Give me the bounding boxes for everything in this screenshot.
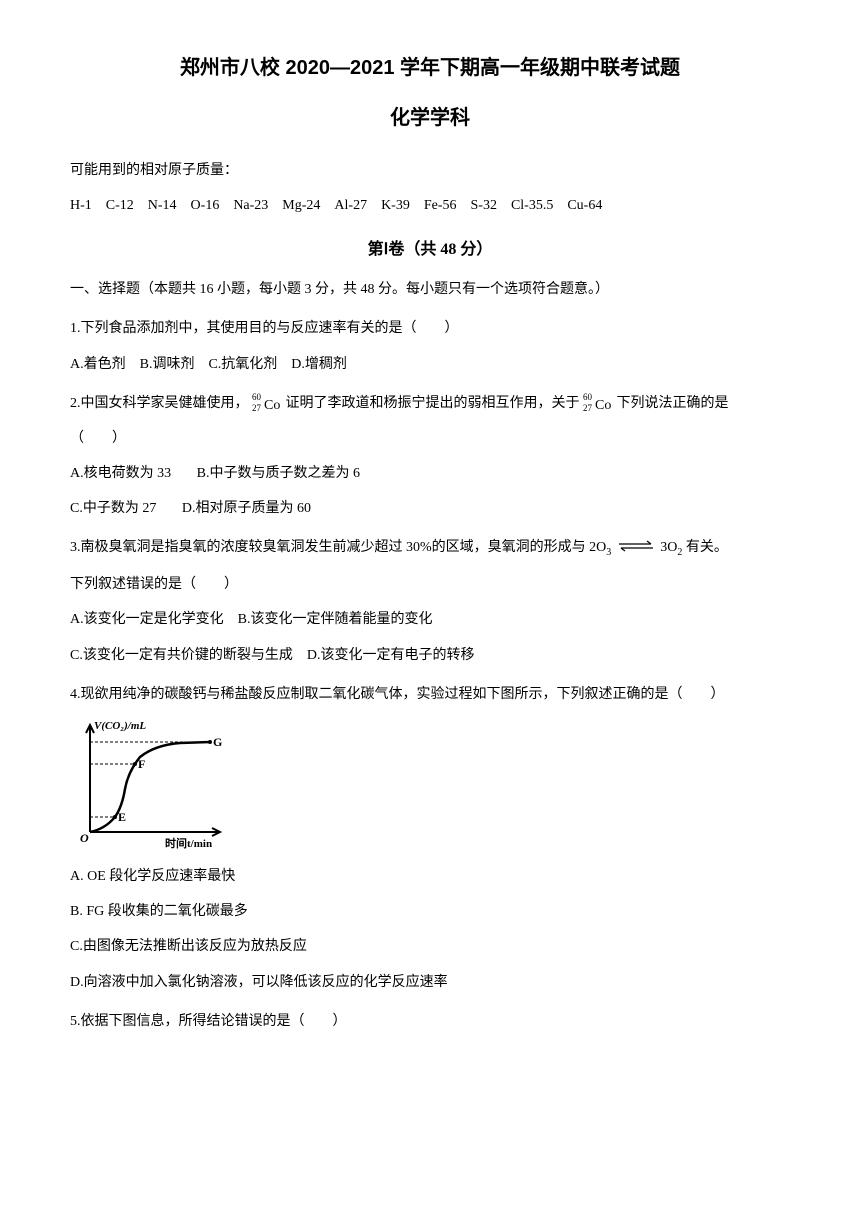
q3-stem-post: 有关。 [686,540,728,555]
q4-opt-d: D.向溶液中加入氯化钠溶液，可以降低该反应的化学反应速率 [70,970,790,995]
isotope-co60-2: 60 27 Co [583,395,613,413]
section-instructions: 一、选择题（本题共 16 小题，每小题 3 分，共 48 分。每小题只有一个选项… [70,277,790,302]
q2-options-row2: C.中子数为 27 D.相对原子质量为 60 [70,496,790,521]
isotope-element: Co [595,393,611,418]
q2-stem: 2.中国女科学家吴健雄使用， 60 27 Co 证明了李政道和杨振宁提出的弱相互… [70,391,790,416]
q4-opt-c: C.由图像无法推断出该反应为放热反应 [70,934,790,959]
q2-stem-mid: 证明了李政道和杨振宁提出的弱相互作用，关于 [286,396,580,411]
equilibrium-icon [617,536,655,561]
q2-opt-c: C.中子数为 27 [70,501,156,516]
q2-paren: （ ） [70,426,790,451]
isotope-element: Co [264,393,280,418]
svg-text:O: O [80,831,89,845]
q5-stem: 5.依据下图信息，所得结论错误的是（ ） [70,1009,790,1034]
q3-line2: 下列叙述错误的是（ ） [70,572,790,597]
svg-text:V(CO₂)/mL: V(CO₂)/mL [94,720,146,732]
page-title-sub: 化学学科 [70,100,790,136]
q2-opt-d: D.相对原子质量为 60 [182,501,311,516]
question-4: 4.现欲用纯净的碳酸钙与稀盐酸反应制取二氧化碳气体，实验过程如下图所示，下列叙述… [70,682,790,995]
q4-stem: 4.现欲用纯净的碳酸钙与稀盐酸反应制取二氧化碳气体，实验过程如下图所示，下列叙述… [70,682,790,707]
svg-text:F: F [138,757,145,771]
page-title-main: 郑州市八校 2020—2021 学年下期高一年级期中联考试题 [70,50,790,86]
section-header: 第Ⅰ卷（共 48 分） [70,236,790,265]
atomic-note: 可能用到的相对原子质量： [70,158,790,183]
q3-stem: 3.南极臭氧洞是指臭氧的浓度较臭氧洞发生前减少超过 30%的区域，臭氧洞的形成与… [70,535,790,562]
isotope-co60-1: 60 27 Co [252,395,282,413]
q3-options-row1: A.该变化一定是化学变化 B.该变化一定伴随着能量的变化 [70,607,790,632]
q2-options-row1: A.核电荷数为 33 B.中子数与质子数之差为 6 [70,461,790,486]
q4-opt-b: B. FG 段收集的二氧化碳最多 [70,899,790,924]
q2-opt-a: A.核电荷数为 33 [70,466,171,481]
q3-o2: 3O [660,540,677,555]
svg-text:时间t/min: 时间t/min [165,836,212,850]
sub-3: 3 [606,547,611,558]
q2-opt-b: B.中子数与质子数之差为 6 [197,466,360,481]
atomic-masses: H-1 C-12 N-14 O-16 Na-23 Mg-24 Al-27 K-3… [70,193,790,218]
q2-stem-pre: 2.中国女科学家吴健雄使用， [70,396,249,411]
q3-options-row2: C.该变化一定有共价键的断裂与生成 D.该变化一定有电子的转移 [70,643,790,668]
q3-stem-pre: 3.南极臭氧洞是指臭氧的浓度较臭氧洞发生前减少超过 30%的区域，臭氧洞的形成与… [70,540,606,555]
q4-opt-a: A. OE 段化学反应速率最快 [70,864,790,889]
sub-2: 2 [677,547,682,558]
svg-text:E: E [118,810,126,824]
question-1: 1.下列食品添加剂中，其使用目的与反应速率有关的是（ ） A.着色剂 B.调味剂… [70,316,790,376]
svg-text:G: G [213,735,222,749]
isotope-atomic: 27 [583,400,592,416]
question-5: 5.依据下图信息，所得结论错误的是（ ） [70,1009,790,1034]
isotope-atomic: 27 [252,400,261,416]
q1-options: A.着色剂 B.调味剂 C.抗氧化剂 D.增稠剂 [70,352,790,377]
q1-stem: 1.下列食品添加剂中，其使用目的与反应速率有关的是（ ） [70,316,790,341]
q2-stem-post: 下列说法正确的是 [617,396,729,411]
q4-chart: E F G O V(CO₂)/mL 时间t/min [70,717,790,852]
question-2: 2.中国女科学家吴健雄使用， 60 27 Co 证明了李政道和杨振宁提出的弱相互… [70,391,790,522]
question-3: 3.南极臭氧洞是指臭氧的浓度较臭氧洞发生前减少超过 30%的区域，臭氧洞的形成与… [70,535,790,667]
